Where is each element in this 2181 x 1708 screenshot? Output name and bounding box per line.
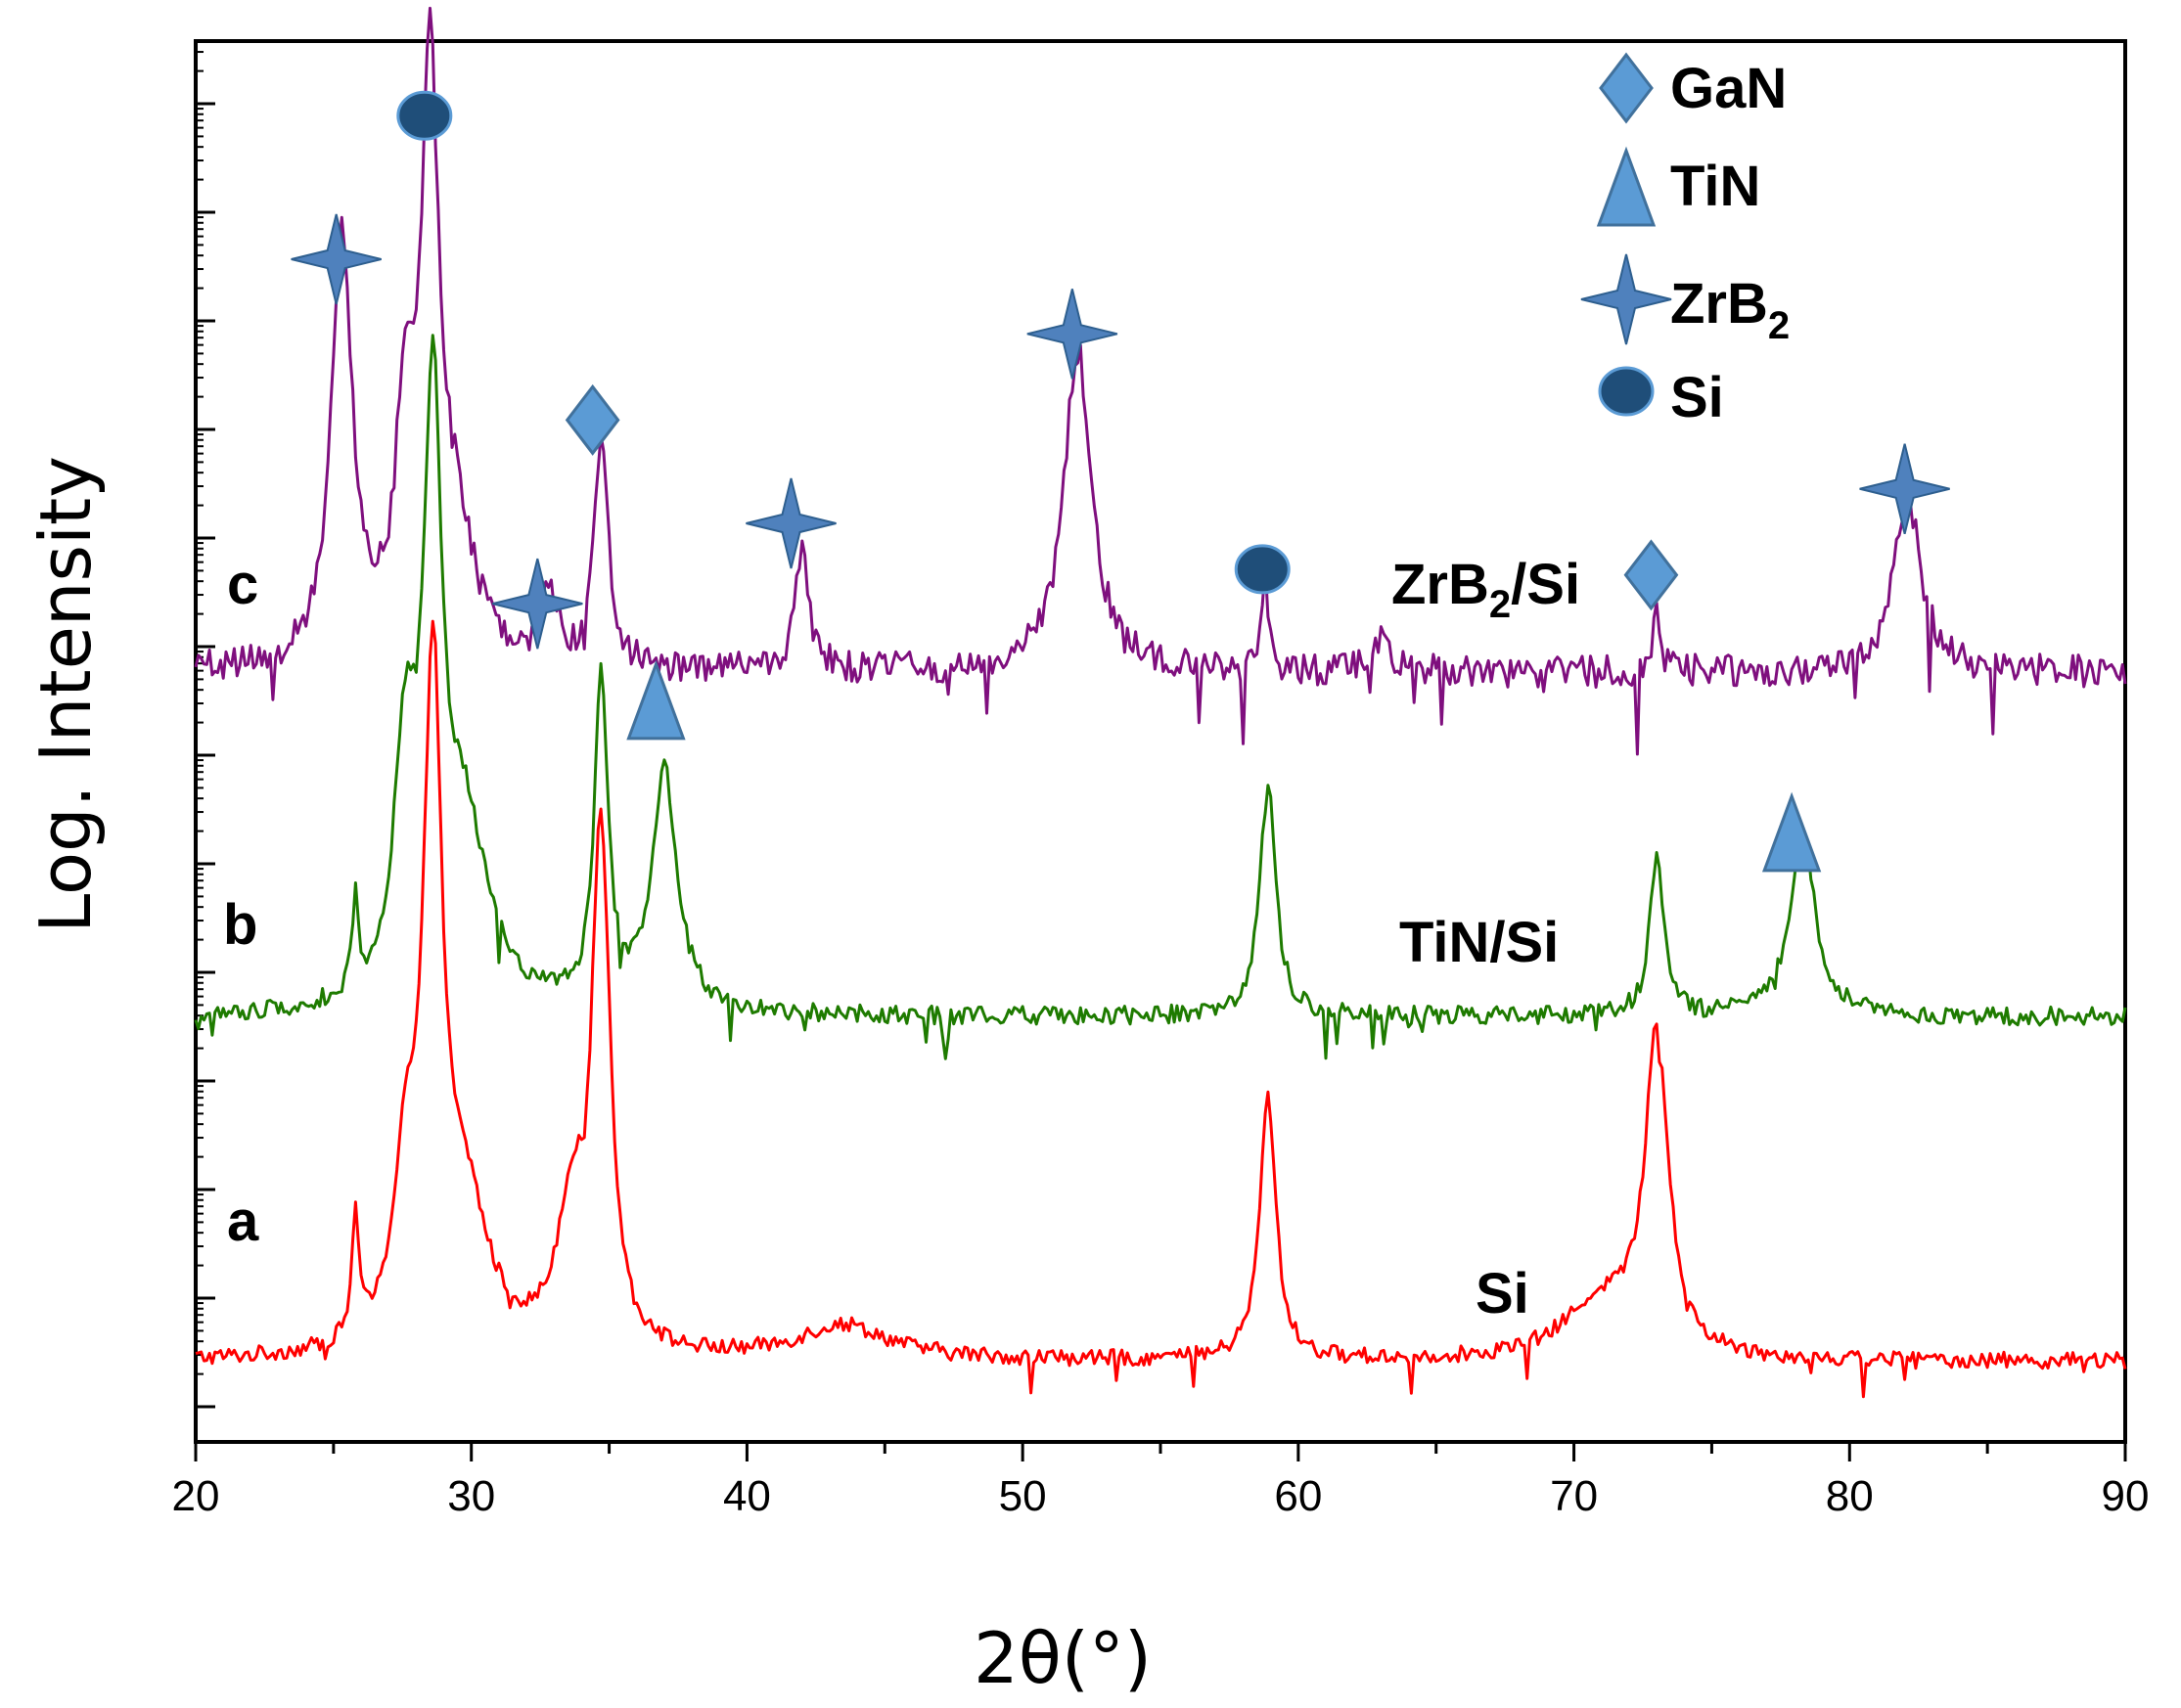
marker-zrb2-star [1026,289,1118,380]
legend-label-si: Si [1670,366,1724,429]
legend-label-gan: GaN [1670,57,1787,120]
series-line-c [194,6,2127,756]
series-line-a [195,619,2127,1399]
series-letter-b: b [223,893,257,957]
x-axis-tick-labels: 20 30 40 50 60 70 80 90 [172,1472,2150,1520]
x-tick-label: 60 [1274,1472,1322,1520]
legend-label-tin: TiN [1670,155,1760,218]
marker-gan-diamond [1623,539,1679,611]
x-tick-label: 90 [2102,1472,2150,1520]
sample-label-zrb2-base: ZrB [1391,553,1489,616]
marker-gan-diamond [565,383,620,456]
sample-label-zrb2-tail: /Si [1511,553,1580,616]
legend-label-zrb2-sub: 2 [1768,304,1790,347]
x-tick-label: 50 [999,1472,1047,1520]
y-axis-ticks [196,51,215,1409]
marker-zrb2-star [492,558,583,650]
x-axis-title: 2θ(°) [974,1617,1152,1699]
peak-markers [291,90,1950,873]
legend-diamond-icon [1599,52,1654,124]
marker-si-circle [1234,544,1291,595]
legend-symbol-si [1598,366,1655,417]
sample-label-tin-si: TiN/Si [1399,911,1559,974]
series-letter-c: c [227,553,258,616]
legend-circle-icon [1598,366,1655,417]
legend-symbol-tin [1596,146,1657,227]
marker-tin-triangle [626,659,686,741]
legend-triangle-icon [1596,146,1657,227]
legend-symbol-zrb2 [1580,253,1672,345]
sample-label-si: Si [1476,1262,1529,1326]
series-group [194,6,2127,1399]
x-axis-ticks [194,1442,2127,1461]
x-tick-label: 70 [1550,1472,1598,1520]
marker-zrb2-star [291,213,382,305]
x-tick-label: 20 [172,1472,220,1520]
y-axis-title: Log. Intensity [24,456,107,933]
marker-tin-triangle [1761,791,1822,873]
legend-label-zrb2-base: ZrB [1670,272,1768,336]
marker-si-circle [396,90,453,141]
x-tick-label: 30 [447,1472,495,1520]
x-tick-label: 40 [723,1472,771,1520]
legend: GaN TiN ZrB2 Si [1580,52,1790,429]
marker-zrb2-star [1859,443,1950,535]
series-line-b [194,334,2127,1060]
sample-label-zrb2-si: ZrB2/Si [1391,553,1580,626]
x-tick-label: 80 [1826,1472,1874,1520]
series-letter-a: a [227,1190,259,1253]
legend-star-icon [1580,253,1672,345]
sample-label-zrb2-sub: 2 [1489,583,1511,626]
legend-symbol-gan [1599,52,1654,124]
legend-label-zrb2: ZrB2 [1670,272,1790,347]
marker-zrb2-star [746,477,837,569]
